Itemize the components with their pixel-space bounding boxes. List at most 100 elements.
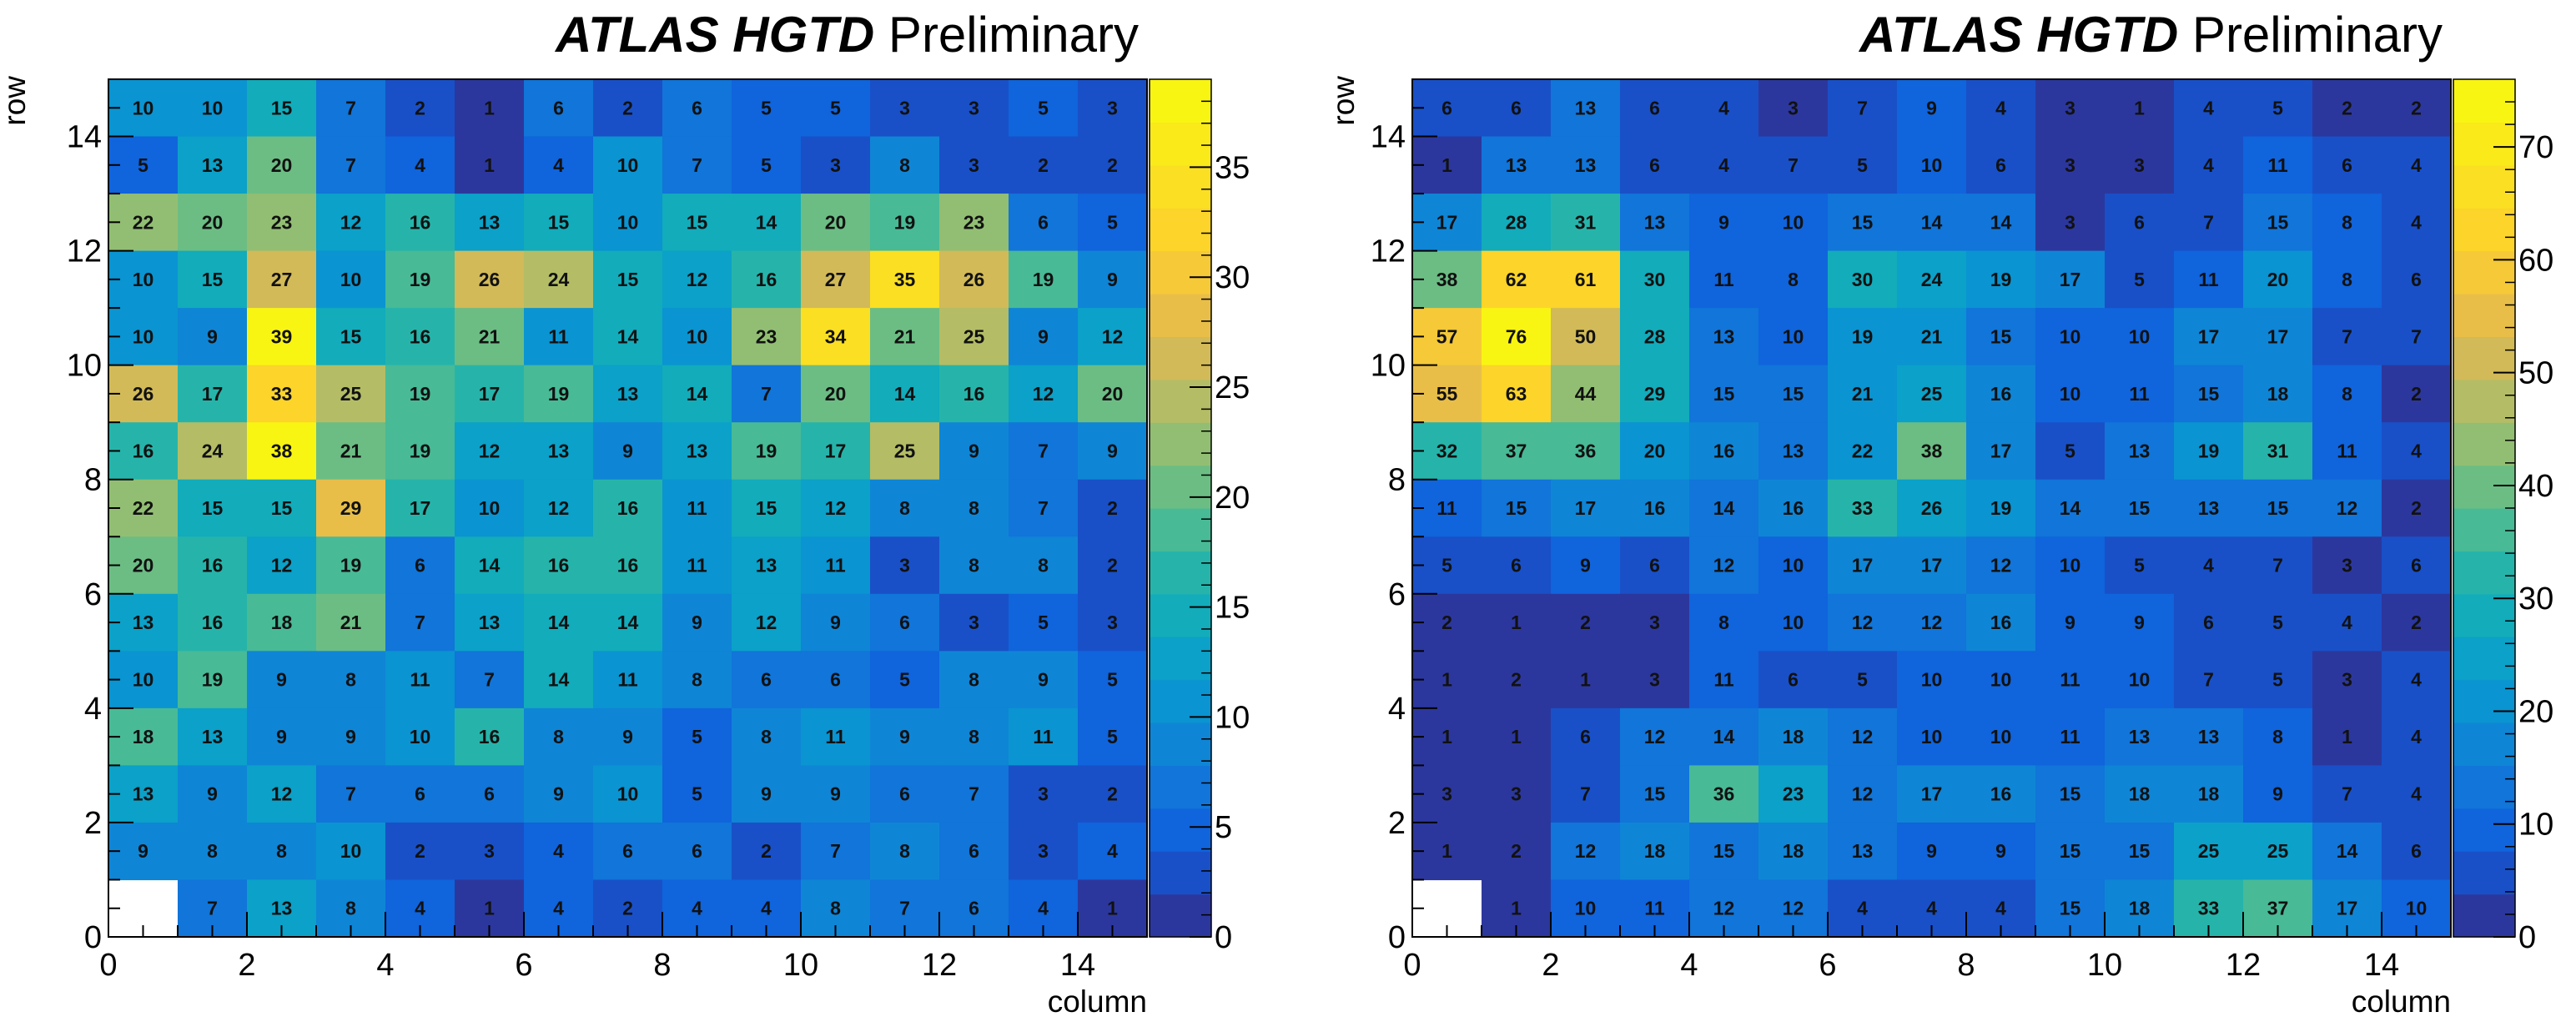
heatmap-cell <box>801 79 871 138</box>
heatmap-cell <box>524 707 594 766</box>
cell-value-label: 11 <box>2337 440 2357 461</box>
cell-value-label: 10 <box>2129 325 2151 347</box>
heatmap-cell <box>801 250 871 309</box>
cell-value-label: 12 <box>1921 612 1943 633</box>
cell-value-label: 3 <box>2342 555 2352 576</box>
heatmap-cell <box>1897 765 1967 823</box>
cell-value-label: 11 <box>617 669 638 691</box>
cell-value-label: 1 <box>484 97 495 118</box>
cell-value-label: 11 <box>825 555 846 576</box>
heatmap-cell <box>1828 194 1898 252</box>
cell-value-label: 16 <box>410 211 431 233</box>
heatmap-cell <box>2035 479 2106 537</box>
heatmap-cell <box>2035 136 2106 194</box>
x-tick-label: 8 <box>653 948 671 983</box>
cell-value-label: 5 <box>1857 154 1868 176</box>
cell-value-label: 10 <box>1921 726 1943 748</box>
heatmap-cell <box>455 136 525 194</box>
cell-value-label: 18 <box>133 726 154 748</box>
cell-value-label: 14 <box>1713 726 1735 748</box>
cell-value-label: 9 <box>761 783 772 805</box>
heatmap-cell <box>870 365 940 423</box>
heatmap-cell <box>662 536 732 595</box>
cell-value-label: 8 <box>899 497 910 519</box>
cell-value-label: 26 <box>479 269 501 290</box>
heatmap-cell <box>2312 250 2382 309</box>
cell-value-label: 9 <box>138 840 148 862</box>
heatmap-cell <box>385 651 455 709</box>
heatmap-cell <box>1078 194 1148 252</box>
heatmap-cell <box>2174 365 2244 423</box>
colorbar-tick-label: 0 <box>1215 920 1232 955</box>
cell-value-label: 16 <box>202 555 224 576</box>
heatmap-cell <box>1009 365 1079 423</box>
heatmap-cell <box>178 707 248 766</box>
y-axis-title: row <box>1326 76 1361 126</box>
heatmap-cell <box>385 822 455 881</box>
chart-title: ATLAS HGTD Preliminary <box>554 7 1139 63</box>
cell-value-label: 12 <box>1713 555 1735 576</box>
cell-value-label: 10 <box>2060 383 2081 405</box>
heatmap-cell <box>2312 593 2382 652</box>
heatmap-cell <box>1966 822 2036 881</box>
colorbar-frame <box>1149 78 1212 938</box>
heatmap-cell <box>1482 536 1552 595</box>
cell-value-label: 32 <box>1436 440 1458 461</box>
cell-value-label: 4 <box>2203 154 2214 176</box>
cell-value-label: 4 <box>1857 898 1868 919</box>
cell-value-label: 13 <box>1852 840 1874 862</box>
cell-value-label: 63 <box>1506 383 1527 405</box>
cell-value-label: 76 <box>1506 325 1527 347</box>
cell-value-label: 7 <box>207 898 218 919</box>
heatmap-cell <box>2035 365 2106 423</box>
heatmap-cell <box>732 822 802 881</box>
heatmap-cell <box>1551 593 1621 652</box>
heatmap-cell <box>1551 765 1621 823</box>
cell-value-label: 15 <box>202 497 224 519</box>
cell-value-label: 10 <box>202 97 224 118</box>
heatmap-cell <box>455 593 525 652</box>
heatmap-cell <box>662 707 732 766</box>
heatmap-cell <box>1966 707 2036 766</box>
cell-value-label: 18 <box>1644 840 1666 862</box>
heatmap-cell <box>2243 136 2313 194</box>
heatmap-cell <box>2243 479 2313 537</box>
cell-value-label: 15 <box>1852 211 1874 233</box>
heatmap-cell <box>1482 422 1552 481</box>
heatmap-cell <box>2174 194 2244 252</box>
heatmap-cell <box>2243 822 2313 881</box>
cell-value-label: 3 <box>969 612 979 633</box>
colorbar-tick-label: 60 <box>2518 243 2553 278</box>
heatmap-cell <box>870 79 940 138</box>
cell-value-label: 19 <box>894 211 916 233</box>
cell-value-label: 6 <box>692 840 702 862</box>
cell-value-label: 2 <box>1107 783 1118 805</box>
cell-value-label: 21 <box>479 325 501 347</box>
heatmap-cell <box>247 136 317 194</box>
cell-value-label: 28 <box>1506 211 1527 233</box>
cell-value-label: 6 <box>1649 555 1660 576</box>
heatmap-cell <box>1758 765 1829 823</box>
cell-value-label: 7 <box>1857 97 1868 118</box>
cell-value-label: 20 <box>271 154 293 176</box>
heatmap-cell <box>939 765 1009 823</box>
colorbar-tick-label: 50 <box>2518 356 2553 391</box>
cell-value-label: 14 <box>1990 211 2012 233</box>
cell-value-label: 14 <box>548 612 570 633</box>
cell-value-label: 9 <box>207 325 218 347</box>
cell-value-label: 8 <box>2342 383 2352 405</box>
cell-value-label: 2 <box>2411 97 2422 118</box>
heatmap-cell <box>1078 707 1148 766</box>
heatmap-cell <box>1828 536 1898 595</box>
y-tick-label: 2 <box>84 806 102 841</box>
heatmap-cell <box>1758 136 1829 194</box>
heatmap-cell <box>2243 422 2313 481</box>
cell-value-label: 14 <box>479 555 501 576</box>
cell-value-label: 8 <box>1718 612 1729 633</box>
cell-value-label: 10 <box>1990 669 2012 691</box>
cell-value-label: 9 <box>1107 440 1118 461</box>
cell-value-label: 3 <box>1107 612 1118 633</box>
cell-value-label: 12 <box>1644 726 1666 748</box>
cell-value-label: 25 <box>1921 383 1943 405</box>
cell-value-label: 61 <box>1575 269 1597 290</box>
